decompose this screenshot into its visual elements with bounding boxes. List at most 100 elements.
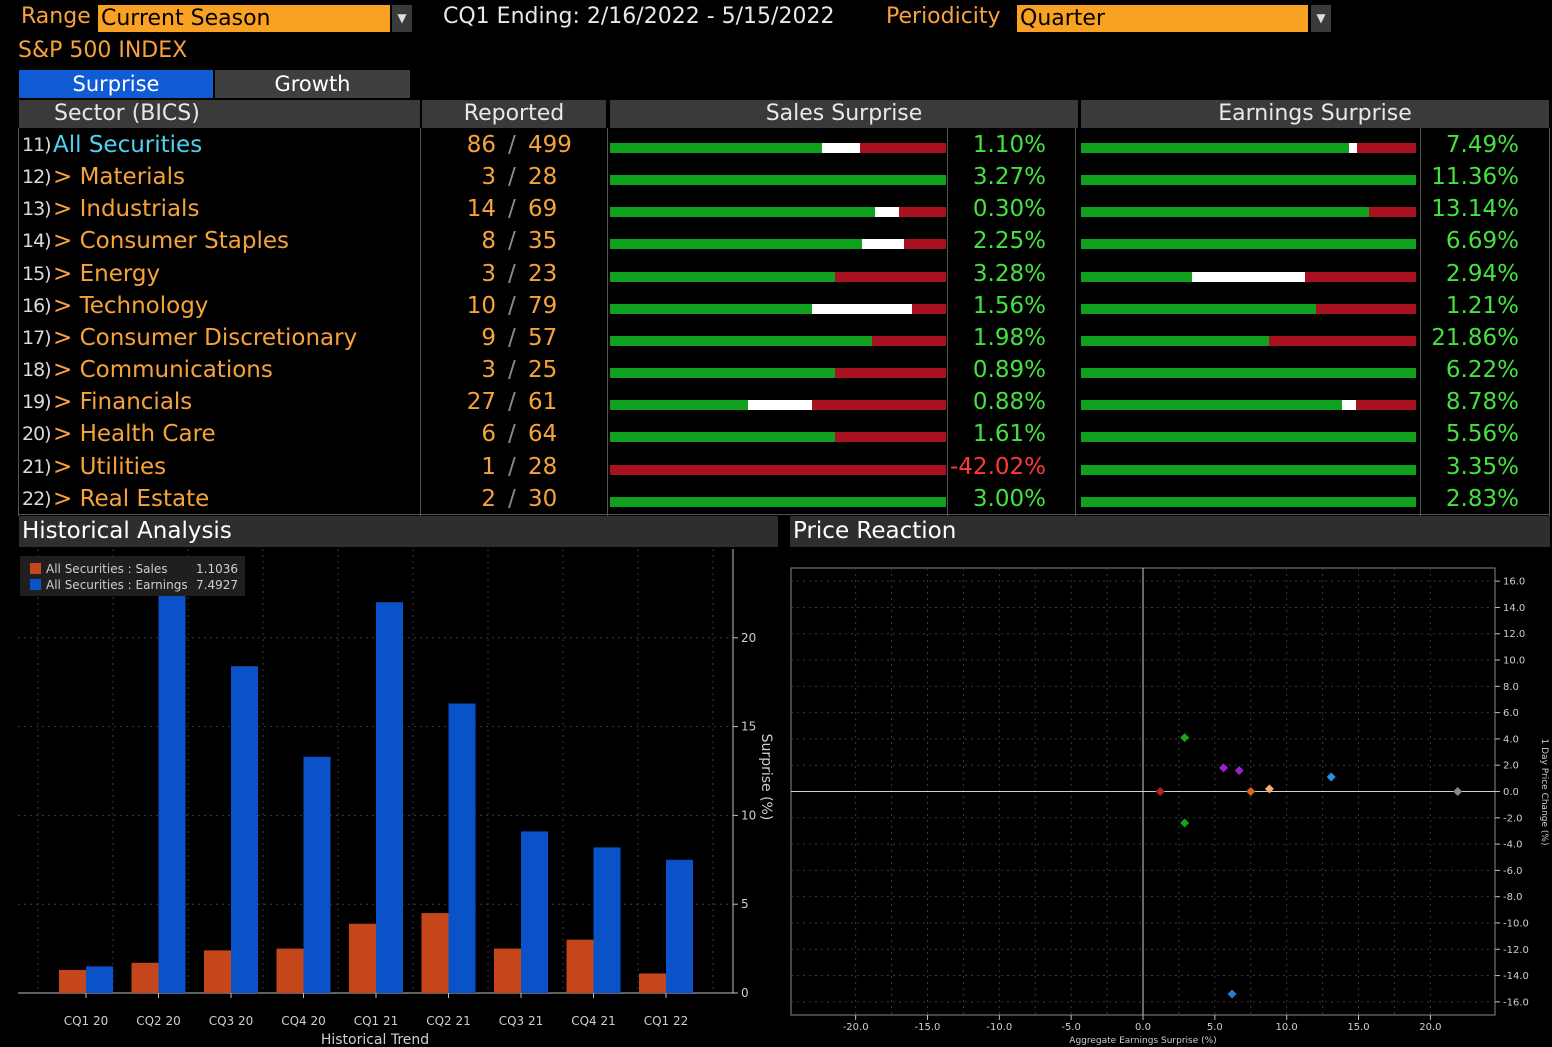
scatter-point: [1227, 989, 1237, 999]
range-label: Range: [21, 4, 91, 29]
miss-segment: [835, 432, 946, 442]
row-number[interactable]: 16): [22, 295, 52, 317]
beat-segment: [610, 175, 946, 185]
row-number[interactable]: 22): [22, 488, 52, 510]
beat-segment: [610, 400, 748, 410]
earnings-surprise-value: 21.86%: [1431, 325, 1519, 351]
reported-separator: /: [508, 293, 516, 319]
sector-name[interactable]: > Materials: [53, 164, 186, 190]
table-row[interactable]: 19) > Financials 27 / 61 0.88% 8.78%: [0, 388, 1552, 420]
sales-bar: [349, 923, 376, 993]
sector-name[interactable]: > Utilities: [53, 454, 167, 480]
tab-surprise[interactable]: Surprise: [19, 70, 213, 98]
sector-name[interactable]: > Technology: [53, 293, 209, 319]
col-header-sector[interactable]: Sector (BICS): [19, 100, 420, 128]
total-count: 69: [528, 196, 558, 222]
table-row[interactable]: 11) All Securities 86 / 499 1.10% 7.49%: [0, 131, 1552, 163]
row-number[interactable]: 18): [22, 359, 52, 381]
sector-name[interactable]: > Communications: [53, 357, 273, 383]
row-number[interactable]: 14): [22, 230, 52, 252]
row-number[interactable]: 13): [22, 198, 52, 220]
total-count: 64: [528, 421, 558, 447]
beat-segment: [610, 368, 836, 378]
earnings-bar: [666, 859, 693, 993]
y-axis-label: 1 Day Price Change (%): [1539, 739, 1549, 846]
earnings-surprise-value: 7.49%: [1445, 132, 1519, 158]
table-row[interactable]: 12) > Materials 3 / 28 3.27% 11.36%: [0, 163, 1552, 195]
row-number[interactable]: 12): [22, 166, 52, 188]
table-row[interactable]: 15) > Energy 3 / 23 3.28% 2.94%: [0, 260, 1552, 292]
scatter-point: [1264, 784, 1274, 794]
sector-name[interactable]: > Financials: [53, 389, 193, 415]
earnings-surprise-value: 3.35%: [1445, 454, 1519, 480]
table-row[interactable]: 14) > Consumer Staples 8 / 35 2.25% 6.69%: [0, 227, 1552, 259]
sector-name[interactable]: > Consumer Staples: [53, 228, 290, 254]
table-row[interactable]: 18) > Communications 3 / 25 0.89% 6.22%: [0, 356, 1552, 388]
beat-segment: [610, 272, 836, 282]
col-header-sales-surprise[interactable]: Sales Surprise: [610, 100, 1078, 128]
table-row[interactable]: 13) > Industrials 14 / 69 0.30% 13.14%: [0, 195, 1552, 227]
y-tick-label: -16.0: [1503, 997, 1529, 1008]
tab-growth[interactable]: Growth: [215, 70, 410, 98]
row-number[interactable]: 15): [22, 263, 52, 285]
total-count: 28: [528, 164, 558, 190]
beat-segment: [610, 143, 822, 153]
sector-name[interactable]: > Consumer Discretionary: [53, 325, 358, 351]
range-dropdown-arrow-icon[interactable]: ▼: [392, 5, 412, 32]
x-axis-label: Aggregate Earnings Surprise (%): [1069, 1036, 1216, 1046]
row-number[interactable]: 11): [22, 134, 52, 156]
periodicity-dropdown[interactable]: Quarter: [1017, 5, 1308, 32]
beat-segment: [610, 239, 862, 249]
inline-segment: [1349, 143, 1358, 153]
x-tick-label: CQ2 20: [136, 1014, 181, 1028]
sales-surprise-bar: [610, 304, 946, 314]
x-tick-label: -20.0: [843, 1022, 869, 1033]
table-divider: [420, 128, 421, 516]
price-reaction-title: Price Reaction: [790, 516, 1550, 547]
row-number[interactable]: 19): [22, 391, 52, 413]
table-row[interactable]: 20) > Health Care 6 / 64 1.61% 5.56%: [0, 420, 1552, 452]
beat-segment: [1081, 143, 1349, 153]
earnings-bar: [303, 756, 331, 993]
reported-count: 27: [466, 389, 496, 415]
beat-segment: [610, 207, 876, 217]
beat-segment: [610, 304, 812, 314]
sales-surprise-value: 3.00%: [972, 486, 1046, 512]
sales-surprise-value: 2.25%: [972, 228, 1046, 254]
col-header-earnings-surprise[interactable]: Earnings Surprise: [1081, 100, 1549, 128]
periodicity-dropdown-arrow-icon[interactable]: ▼: [1311, 5, 1331, 32]
beat-segment: [1081, 368, 1416, 378]
sector-name[interactable]: All Securities: [53, 132, 203, 158]
table-row[interactable]: 17) > Consumer Discretionary 9 / 57 1.98% 21.8…: [0, 324, 1552, 356]
total-count: 61: [528, 389, 558, 415]
reported-separator: /: [508, 132, 516, 158]
sector-name[interactable]: > Health Care: [53, 421, 216, 447]
table-divider: [1420, 128, 1421, 516]
earnings-surprise-bar: [1081, 304, 1416, 314]
table-row[interactable]: 21) > Utilities 1 / 28 -42.02% 3.35%: [0, 453, 1552, 485]
scatter-point: [1180, 733, 1190, 743]
row-number[interactable]: 21): [22, 456, 52, 478]
table-row[interactable]: 22) > Real Estate 2 / 30 3.00% 2.83%: [0, 485, 1552, 517]
periodicity-label: Periodicity: [886, 4, 1001, 29]
earnings-surprise-value: 2.83%: [1445, 486, 1519, 512]
y-tick-label: 4.0: [1503, 734, 1519, 745]
sector-name[interactable]: > Real Estate: [53, 486, 210, 512]
sector-name[interactable]: > Energy: [53, 261, 161, 287]
earnings-surprise-value: 6.69%: [1445, 228, 1519, 254]
legend-swatch: [30, 563, 41, 574]
x-tick-label: CQ2 21: [426, 1014, 471, 1028]
scatter-point: [1155, 787, 1165, 796]
earnings-surprise-value: 5.56%: [1445, 421, 1519, 447]
miss-segment: [1357, 143, 1416, 153]
col-header-reported[interactable]: Reported: [422, 100, 606, 128]
sector-name[interactable]: > Industrials: [53, 196, 200, 222]
table-row[interactable]: 16) > Technology 10 / 79 1.56% 1.21%: [0, 292, 1552, 324]
row-number[interactable]: 20): [22, 423, 52, 445]
reported-count: 14: [466, 196, 496, 222]
row-number[interactable]: 17): [22, 327, 52, 349]
sales-surprise-value: 1.56%: [972, 293, 1046, 319]
range-dropdown[interactable]: Current Season: [98, 5, 390, 32]
miss-segment: [1369, 207, 1416, 217]
sales-bar: [494, 948, 521, 993]
